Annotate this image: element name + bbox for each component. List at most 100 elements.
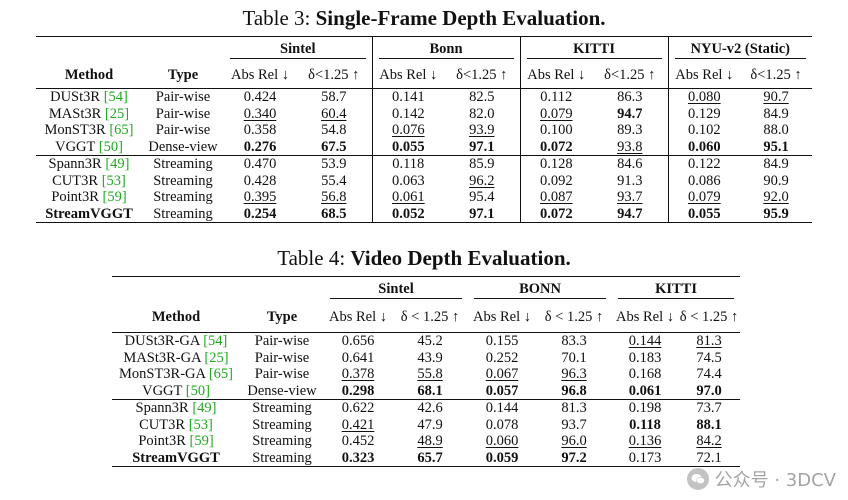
- citation-link[interactable]: [49]: [105, 156, 130, 173]
- value-cell: 0.198: [612, 400, 678, 417]
- metric-value: 0.129: [687, 105, 721, 122]
- method-cell: VGGT [50]: [112, 383, 240, 400]
- citation-link[interactable]: [65]: [208, 366, 233, 383]
- metric-value: 72.1: [696, 449, 722, 466]
- metric-value: 0.118: [392, 156, 425, 173]
- type-cell: Pair-wise: [254, 333, 310, 349]
- value-cell: 93.7: [536, 417, 612, 434]
- table3: Sintel Bonn KITTI NYU-v2 (Static) Method…: [36, 36, 813, 223]
- metric-value: 0.254: [243, 205, 277, 222]
- table3-row: Point3R [59] Streaming 0.395 56.8 0.061 95.4 0…: [36, 189, 812, 206]
- metric-value: 0.061: [628, 382, 662, 399]
- table3-row: StreamVGGT Streaming 0.254 68.5 0.052 97.1 0.0…: [36, 205, 813, 223]
- method-cell: CUT3R [53]: [36, 173, 142, 190]
- metric-value: 97.1: [469, 138, 495, 155]
- table3-caption-prefix: Table 3:: [242, 6, 311, 30]
- watermark: 公众号 · 3DCV: [686, 466, 836, 492]
- method-cell: CUT3R [53]: [112, 417, 240, 434]
- metric-value: 0.060: [485, 433, 519, 450]
- value-cell: 0.452: [324, 433, 392, 450]
- metric-value: 90.7: [763, 89, 789, 105]
- citation-link[interactable]: [54]: [203, 333, 228, 349]
- value-cell: 90.7: [740, 89, 812, 106]
- citation-link[interactable]: [59]: [102, 189, 127, 206]
- value-cell: 67.5: [296, 139, 372, 156]
- citation-link[interactable]: [54]: [103, 89, 128, 105]
- value-cell: 74.4: [678, 366, 740, 383]
- value-cell: 81.3: [536, 400, 612, 417]
- value-cell: 42.6: [392, 400, 468, 417]
- metric-value: 0.072: [539, 138, 573, 155]
- metric-value: 0.276: [243, 138, 277, 155]
- type-cell: Streaming: [153, 172, 213, 189]
- citation-link[interactable]: [53]: [101, 172, 126, 189]
- citation-link[interactable]: [25]: [204, 349, 229, 366]
- metric-value: 0.087: [539, 189, 573, 206]
- metric-value: 68.5: [321, 205, 347, 222]
- citation-link[interactable]: [59]: [189, 433, 214, 450]
- metric-value: 0.118: [629, 416, 661, 433]
- table4-header-absrel: Abs Rel ↓: [329, 309, 387, 325]
- method-name: Point3R: [51, 189, 99, 206]
- metric-value: 0.656: [341, 333, 375, 349]
- type-cell: Dense-view: [247, 382, 317, 399]
- metric-value: 88.0: [763, 122, 789, 139]
- metric-value: 0.055: [687, 205, 721, 222]
- metric-value: 0.141: [391, 89, 425, 105]
- value-cell: 0.100: [519, 122, 593, 139]
- table3-header-method: Method: [64, 67, 114, 83]
- method-name: MonST3R-GA: [118, 366, 206, 383]
- table3-group-kitti: KITTI: [526, 41, 662, 59]
- value-cell: 0.421: [324, 417, 392, 434]
- value-cell: 45.2: [392, 333, 468, 350]
- citation-link[interactable]: [49]: [192, 400, 217, 417]
- metric-value: 0.421: [341, 416, 375, 433]
- metric-value: 89.3: [617, 122, 643, 139]
- citation-link[interactable]: [50]: [98, 138, 123, 155]
- metric-value: 0.144: [485, 400, 519, 417]
- value-cell: 84.9: [740, 156, 812, 173]
- value-cell: 97.1: [444, 139, 520, 156]
- metric-value: 96.0: [561, 433, 587, 450]
- table4-row: Spann3R [49] Streaming 0.622 42.6 0.144 81.3 0…: [112, 399, 741, 417]
- value-cell: 0.183: [612, 350, 678, 367]
- table3-header-absrel: Abs Rel ↓: [231, 67, 289, 83]
- value-cell: 0.059: [468, 450, 536, 467]
- metric-value: 74.4: [696, 366, 722, 383]
- table4-row: StreamVGGT Streaming 0.323 65.7 0.059 97.2 0.1…: [112, 449, 741, 467]
- table3-header-delta: δ<1.25 ↑: [604, 67, 656, 83]
- citation-link[interactable]: [65]: [109, 122, 134, 139]
- metric-value: 0.061: [391, 189, 425, 206]
- method-cell: MonST3R-GA [65]: [112, 366, 240, 383]
- table3-header-delta: δ<1.25 ↑: [750, 67, 802, 83]
- type-cell: Streaming: [252, 400, 312, 417]
- citation-link[interactable]: [50]: [185, 382, 210, 399]
- metric-value: 68.1: [417, 382, 443, 399]
- metric-value: 56.8: [321, 189, 347, 206]
- citation-link[interactable]: [53]: [188, 416, 213, 433]
- method-name: MonST3R: [44, 122, 106, 139]
- value-cell: 93.9: [444, 122, 520, 139]
- value-cell: 0.057: [468, 383, 536, 400]
- value-cell: 0.086: [667, 172, 741, 190]
- value-cell: 0.072: [519, 205, 593, 223]
- metric-value: 95.4: [469, 189, 495, 206]
- table3-header-delta: δ<1.25 ↑: [308, 67, 360, 83]
- table3-header-absrel: Abs Rel ↓: [667, 62, 741, 89]
- table4: Sintel BONN KITTI Method Type Abs Rel ↓ …: [112, 276, 741, 467]
- method-cell: Spann3R [49]: [112, 400, 240, 417]
- citation-link[interactable]: [25]: [104, 105, 130, 122]
- table3-row: Spann3R [49] Streaming 0.470 53.9 0.118 85.9 0…: [36, 155, 813, 173]
- metric-value: 97.1: [469, 205, 495, 222]
- value-cell: 82.5: [444, 89, 520, 106]
- metric-value: 93.7: [561, 416, 587, 433]
- value-cell: 84.6: [592, 156, 668, 173]
- table4-header-type: Type: [266, 309, 298, 325]
- method-cell: MASt3R [25]: [36, 106, 142, 123]
- value-cell: 0.092: [519, 172, 593, 190]
- value-cell: 0.144: [612, 333, 678, 350]
- type-cell: Streaming: [252, 433, 312, 450]
- type-cell: Streaming: [153, 189, 213, 206]
- table4-row: VGGT [50] Dense-view 0.298 68.1 0.057 96.8 0.0…: [112, 383, 740, 400]
- metric-value: 0.395: [243, 189, 277, 206]
